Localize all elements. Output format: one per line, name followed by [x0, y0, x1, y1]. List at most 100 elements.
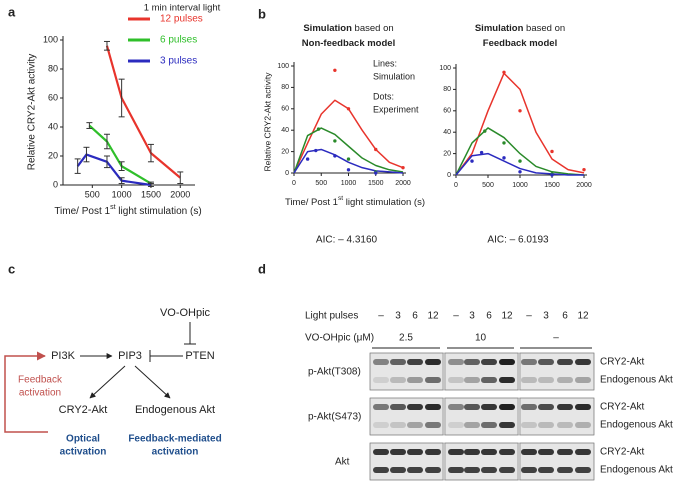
error-bar	[177, 171, 184, 185]
blot-band	[521, 404, 537, 410]
blot-band	[464, 359, 480, 365]
data-dot	[314, 148, 318, 153]
blot-band	[481, 422, 497, 428]
legend-label: 3 pulses	[160, 56, 197, 67]
blot-image	[369, 352, 595, 391]
y-tick-label: 0	[447, 172, 451, 179]
data-dot	[550, 149, 554, 154]
series-line	[293, 127, 404, 174]
band-label: Endogenous Akt	[600, 465, 673, 476]
node: PTEN	[185, 350, 214, 362]
blot-band	[538, 404, 554, 410]
blot-band	[481, 359, 497, 365]
band-label: CRY2-Akt	[600, 357, 644, 368]
x-axis-label-part: light stimulation (s)	[116, 206, 202, 217]
blot-band	[557, 377, 573, 383]
blot-band	[407, 377, 423, 383]
band-label: Endogenous Akt	[600, 375, 673, 386]
data-dot	[550, 173, 554, 177]
error-bar	[103, 155, 110, 169]
error-bar	[118, 177, 125, 185]
y-tick-label: 60	[281, 106, 289, 113]
blot-band	[390, 359, 406, 365]
x-axis-label-part: Time/ Post 1	[54, 206, 110, 217]
x-axis-label: Time/ Post 1st light stimulation (s)	[54, 204, 201, 216]
data-dot	[479, 150, 484, 155]
blot-band	[481, 404, 497, 410]
blot-band	[557, 449, 573, 455]
data-dot	[401, 165, 405, 170]
blot-band	[538, 422, 554, 428]
data-dot	[305, 157, 310, 161]
x-tick-label: 2000	[170, 189, 190, 199]
blot-image	[369, 442, 595, 481]
blot-band	[373, 404, 389, 410]
blot-band	[448, 422, 464, 428]
feedback-arrow	[4, 351, 48, 433]
blot-band	[557, 422, 573, 428]
lane-label: –	[453, 311, 459, 322]
x-tick-label: 1000	[512, 182, 528, 189]
blot-strip	[369, 442, 444, 481]
data-dot	[333, 68, 337, 72]
mediated-label: activation	[152, 447, 199, 458]
blot-band	[448, 359, 464, 365]
blot-strip	[519, 397, 595, 436]
blot-band	[464, 377, 480, 383]
legend-label: 12 pulses	[160, 14, 203, 25]
blot-band	[390, 422, 406, 428]
blot-band	[557, 467, 573, 473]
lane-label: 12	[427, 311, 439, 322]
error-bar	[147, 143, 154, 163]
blot-band	[425, 377, 441, 383]
blot-band	[575, 404, 591, 410]
blot-band	[521, 359, 537, 365]
x-tick-label: 2000	[395, 180, 411, 187]
blot-band	[499, 422, 515, 428]
series-line	[455, 152, 584, 176]
annotation: Experiment	[373, 104, 419, 114]
blot-band	[390, 404, 406, 410]
blot-band	[425, 449, 441, 455]
y-tick-label: 80	[281, 84, 289, 91]
blot-band	[521, 449, 537, 455]
y-tick-label: 0	[53, 179, 58, 189]
lane-label: 12	[577, 311, 589, 322]
annotation: Lines:	[373, 58, 397, 68]
blot-band	[521, 422, 537, 428]
chart-title-part: Feedback model	[483, 38, 557, 49]
x-tick-label: 500	[315, 180, 327, 187]
blot-strip	[519, 442, 595, 481]
blot-band	[407, 449, 423, 455]
blot-band	[373, 422, 389, 428]
pathway-diagram: VO-OHpic PI3K PIP3 PTEN CRY2-Akt Endogen…	[4, 307, 222, 458]
blot-band	[499, 449, 515, 455]
data-dot	[470, 159, 474, 163]
lane-label: 12	[501, 311, 513, 322]
blot-band	[521, 467, 537, 473]
blot-strip	[369, 397, 444, 436]
blot-band	[373, 449, 389, 455]
blot-band	[557, 359, 573, 365]
blot-band	[464, 422, 480, 428]
x-axis-label: Time/ Post 1st light stimulation (s)	[285, 195, 425, 207]
blot-strip	[444, 397, 519, 436]
lane-label: –	[526, 311, 532, 322]
lane-label: –	[378, 311, 384, 322]
node: CRY2-Akt	[59, 404, 108, 416]
chart-title: Simulation based on	[303, 23, 393, 34]
dose-label: –	[553, 333, 559, 344]
series-line	[293, 148, 404, 174]
data-dot	[316, 127, 321, 131]
chart-title: Feedback model	[483, 38, 557, 49]
feedback-label: activation	[19, 388, 61, 399]
blot-band	[464, 404, 480, 410]
data-dot	[582, 167, 586, 172]
data-dot	[333, 154, 337, 158]
panel-label: b	[258, 6, 266, 21]
chart-title-part: based on	[523, 23, 565, 34]
error-bar	[86, 122, 93, 129]
band-label: CRY2-Akt	[600, 447, 644, 458]
x-tick-label: 1500	[544, 182, 560, 189]
row-label: p-Akt(S473)	[308, 412, 361, 423]
